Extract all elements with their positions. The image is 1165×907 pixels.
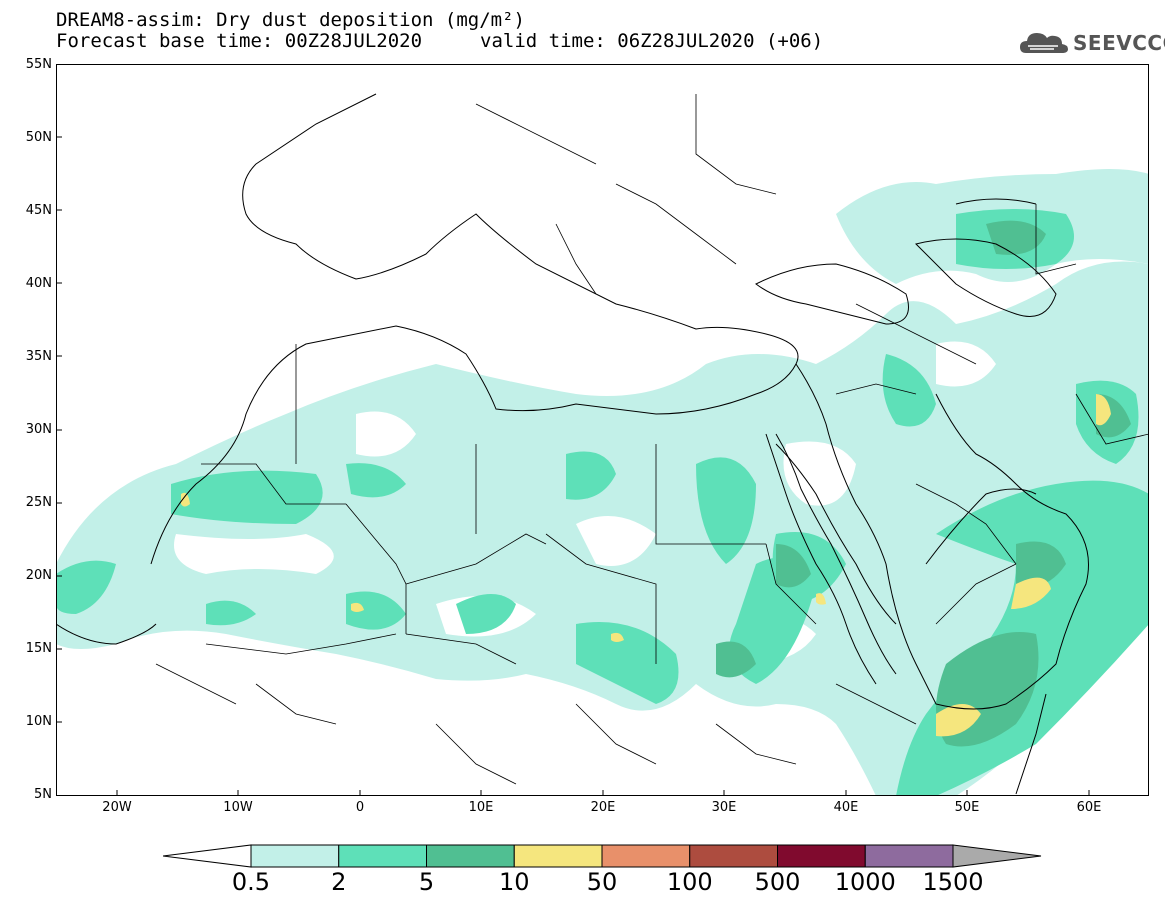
lat-label: 15N	[25, 641, 52, 656]
lat-label: 55N	[25, 57, 52, 72]
lat-label: 25N	[25, 495, 52, 510]
lat-label: 35N	[25, 349, 52, 364]
lon-label: 20E	[590, 800, 616, 815]
lon-label: 0	[355, 800, 365, 815]
colorbar-label: 100	[666, 868, 713, 896]
colorbar-segment	[513, 844, 603, 868]
colorbar-label: 1500	[922, 868, 984, 896]
colorbar-label: 2	[331, 868, 347, 896]
coastlines	[56, 93, 1089, 795]
colorbar-segment	[689, 844, 778, 868]
logo-text: SEEVCCC	[1073, 31, 1165, 55]
cloud-icon	[1020, 33, 1068, 53]
axis-ticks	[56, 136, 1090, 796]
dust-level-4	[181, 394, 1111, 737]
seevccc-logo: SEEVCCC	[1018, 26, 1165, 58]
lat-label: 50N	[25, 130, 52, 145]
lon-label: 10E	[468, 800, 494, 815]
colorbar-segment	[864, 844, 954, 868]
lon-label: 40E	[833, 800, 859, 815]
map-title: DREAM8-assim: Dry dust deposition (mg/m²…	[56, 9, 525, 31]
colorbar-label: 5	[418, 868, 435, 896]
base-time: Forecast base time: 00Z28JUL2020	[56, 30, 423, 52]
dust-map	[56, 64, 1149, 796]
colorbar-segment	[338, 844, 427, 868]
colorbar-segment	[250, 844, 340, 868]
colorbar-label: 1000	[834, 868, 896, 896]
colorbar-segment	[777, 844, 866, 868]
colorbar-label: 500	[754, 868, 801, 896]
colorbar-label: 0.5	[231, 868, 271, 896]
colorbar-label: 50	[586, 868, 618, 896]
valid-time: valid time: 06Z28JUL2020 (+06)	[480, 30, 824, 52]
lon-label: 60E	[1076, 800, 1102, 815]
colorbar-segment	[601, 844, 691, 868]
lon-label: 10W	[223, 800, 253, 815]
lon-label: 20W	[102, 800, 132, 815]
lat-label: 5N	[34, 787, 52, 802]
colorbar-segment	[426, 844, 515, 868]
lat-label: 10N	[25, 714, 52, 729]
colorbar-label: 10	[498, 868, 530, 896]
colorbar-over-arrow	[952, 844, 1042, 868]
lat-label: 40N	[25, 276, 52, 291]
red-sea-coast	[765, 433, 897, 685]
colorbar-under-arrow	[163, 844, 252, 868]
lat-label: 20N	[25, 568, 52, 583]
lat-label: 45N	[25, 203, 52, 218]
lon-label: 50E	[954, 800, 980, 815]
lon-label: 30E	[711, 800, 737, 815]
lat-label: 30N	[25, 422, 52, 437]
country-borders	[155, 94, 1149, 785]
colorbar	[163, 844, 1042, 868]
